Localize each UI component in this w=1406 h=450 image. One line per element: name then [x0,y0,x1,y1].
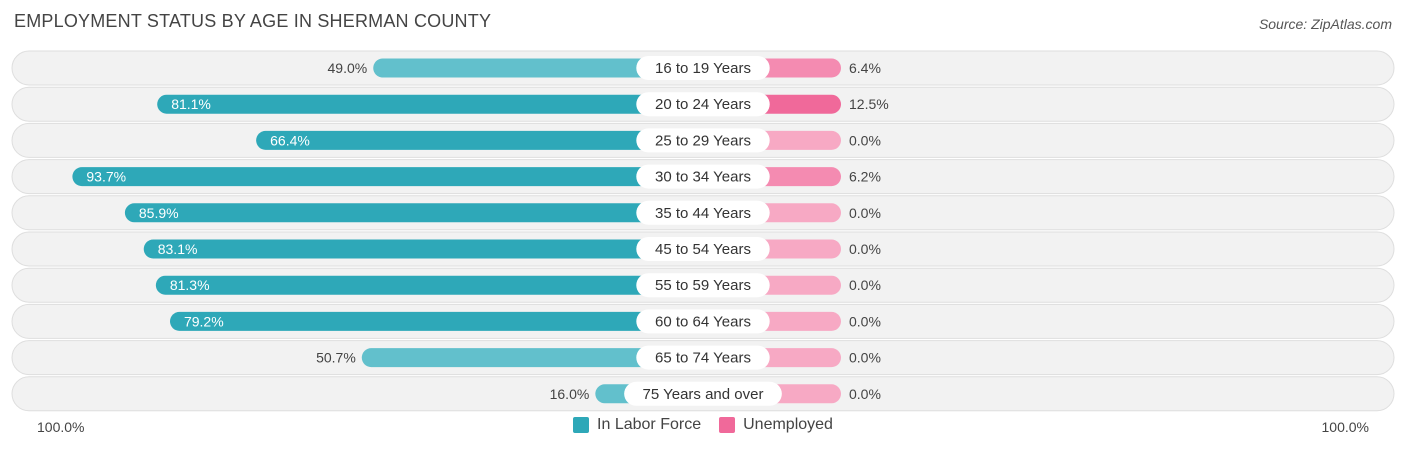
unemployed-value-label: 0.0% [849,350,881,366]
unemployed-value-label: 12.5% [849,96,889,112]
legend-swatch-labor-force [573,417,590,433]
category-label: 16 to 19 Years [655,60,751,77]
labor-force-bar [124,203,703,223]
category-label: 25 to 29 Years [655,132,751,149]
unemployed-value-label: 0.0% [849,386,881,402]
category-label-pill [636,92,770,117]
legend-label-labor-force: In Labor Force [597,416,702,433]
chart-title: EMPLOYMENT STATUS BY AGE IN SHERMAN COUN… [14,11,492,31]
category-label-pill [636,273,770,298]
labor-force-bar [169,311,703,331]
category-label: 60 to 64 Years [655,313,751,330]
unemployed-value-label: 0.0% [849,132,881,148]
labor-force-value-label: 83.1% [158,241,198,257]
unemployed-value-label: 6.4% [849,60,881,76]
labor-force-bar [143,239,703,259]
category-label: 35 to 44 Years [655,205,751,222]
category-label: 30 to 34 Years [655,169,751,186]
labor-force-bar [72,167,704,187]
chart-source: Source: ZipAtlas.com [1258,16,1392,32]
legend-swatch-unemployed [719,417,736,433]
labor-force-value-label: 50.7% [316,350,356,366]
labor-force-bar [256,130,703,150]
labor-force-value-label: 93.7% [86,169,126,185]
category-label: 20 to 24 Years [655,96,751,113]
category-label-pill [636,128,770,153]
labor-force-bar [157,94,703,114]
unemployed-value-label: 0.0% [849,313,881,329]
labor-force-value-label: 81.3% [170,277,210,293]
unemployed-value-label: 6.2% [849,169,881,185]
category-label-pill [624,381,782,406]
category-label-pill [636,164,770,189]
labels: 49.0% 6.4% 16 to 19 Years 81.1% 12.5% 20 to 2… [86,56,889,406]
legend-item-labor-force: In Labor Force [573,416,701,434]
category-label-pill [636,309,770,334]
category-label: 75 Years and over [643,386,764,403]
labor-force-bar [155,275,703,295]
category-label-pill [636,200,770,225]
category-label-pill [636,345,770,370]
labor-force-value-label: 49.0% [328,60,368,76]
axis-right-label: 100.0% [1322,419,1369,435]
unemployed-value-label: 0.0% [849,241,881,257]
category-label-pill [636,56,770,80]
labor-force-value-label: 81.1% [171,96,211,112]
legend: In Labor Force Unemployed [0,416,1406,434]
category-label-pill [636,237,770,261]
unemployed-value-label: 0.0% [849,277,881,293]
labor-force-value-label: 79.2% [184,313,224,329]
category-label: 45 to 54 Years [655,241,751,258]
labor-force-value-label: 66.4% [270,132,310,148]
labor-force-bar [373,58,703,78]
category-label: 55 to 59 Years [655,277,751,294]
labor-force-bar [361,348,703,368]
axis-left-label: 100.0% [37,419,84,435]
legend-item-unemployed: Unemployed [719,416,833,434]
labor-force-value-label: 16.0% [550,386,590,402]
legend-label-unemployed: Unemployed [743,416,833,433]
labor-force-value-label: 85.9% [139,205,179,221]
unemployed-value-label: 0.0% [849,205,881,221]
category-label: 65 to 74 Years [655,350,751,367]
